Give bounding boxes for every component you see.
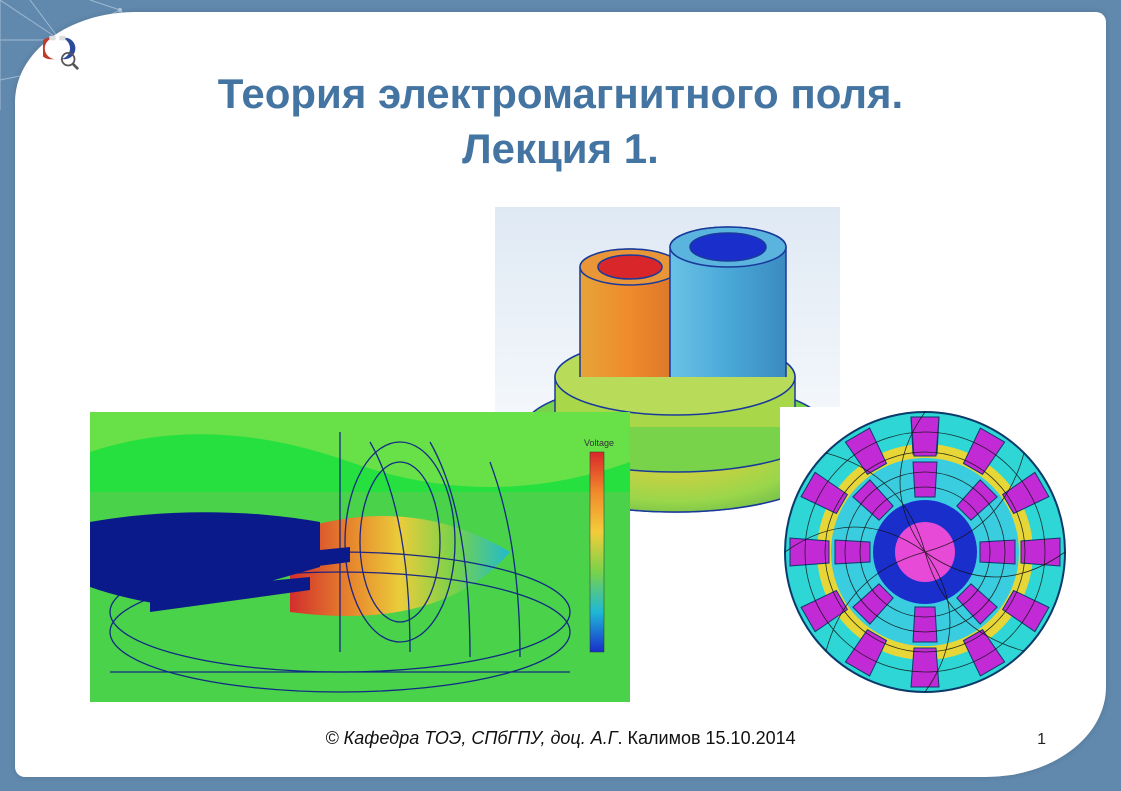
magnet-icon <box>43 34 79 70</box>
slide-background: Теория электромагнитного поля. Лекция 1. <box>0 0 1121 791</box>
page-number: 1 <box>1037 731 1046 749</box>
colorbar-label: Voltage <box>584 438 614 448</box>
credit-rest: . Калимов 15.10.2014 <box>618 728 796 748</box>
figures-area: Voltage <box>75 207 1075 727</box>
figure-motor-cross-section <box>780 407 1070 697</box>
slide-title: Теория электромагнитного поля. Лекция 1. <box>15 67 1106 176</box>
figure-cutaway: Voltage <box>90 412 630 702</box>
credit-italic: © Кафедра ТОЭ, СПбГПУ, доц. А.Г <box>325 728 617 748</box>
title-line-1: Теория электромагнитного поля. <box>15 67 1106 122</box>
content-panel: Теория электромагнитного поля. Лекция 1. <box>15 12 1106 777</box>
footer-credit: © Кафедра ТОЭ, СПбГПУ, доц. А.Г. Калимов… <box>15 728 1106 749</box>
title-line-2: Лекция 1. <box>15 122 1106 177</box>
